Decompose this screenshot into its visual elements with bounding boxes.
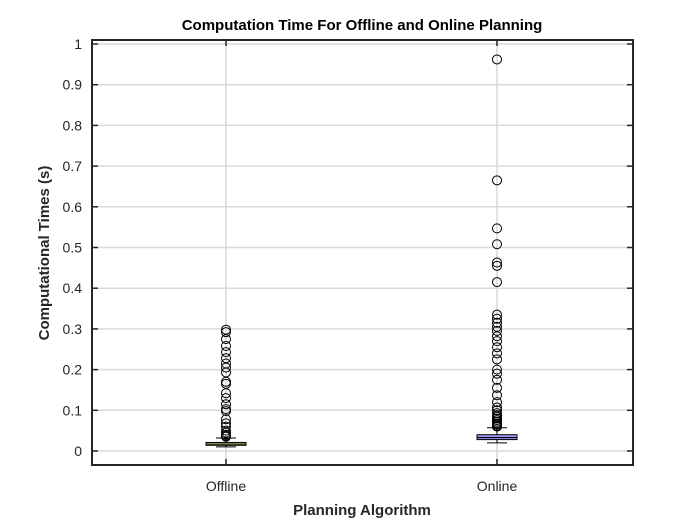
outlier-point [221,347,231,358]
outliers [221,54,502,442]
outlier-point [492,257,502,268]
y-tick-label: 0.3 [63,321,83,337]
outlier-point [492,309,502,320]
outlier-point [492,313,502,324]
outlier-point [221,327,231,338]
outlier-point [221,340,231,351]
outlier-point [221,362,231,373]
y-tick-labels: 0 0.1 0.2 0.3 0.4 0.5 0.6 0.7 0.8 0.9 1 [63,36,83,459]
y-tick-label: 0.1 [63,402,83,418]
boxplots [205,427,518,448]
axis-ticks [92,40,633,465]
outlier-point [221,431,231,442]
outlier-point [492,331,502,342]
y-tick-label: 1 [74,36,82,52]
x-tick-label: Online [477,478,518,494]
outlier-point [492,336,502,347]
outlier-point [492,325,502,336]
grid-lines [92,40,633,465]
outlier-point [492,54,502,65]
y-tick-label: 0.5 [63,240,83,256]
outlier-point [492,342,502,353]
outlier-point [492,223,502,234]
x-tick-label: Offline [206,478,246,494]
outlier-point [492,317,502,328]
outlier-point [221,399,231,410]
y-axis-label: Computational Times (s) [36,166,53,341]
y-tick-label: 0.4 [63,280,83,296]
outlier-point [221,334,231,345]
chart-title: Computation Time For Offline and Online … [182,17,543,34]
outlier-point [492,239,502,250]
outlier-point [492,260,502,271]
x-tick-labels: Offline Online [206,478,518,494]
outlier-point [492,374,502,385]
outlier-point [221,414,231,425]
plot-area [91,39,634,466]
outlier-point [492,175,502,186]
y-tick-label: 0 [74,443,82,459]
outlier-point [492,364,502,375]
x-axis-label: Planning Algorithm [293,502,431,519]
outlier-point [492,390,502,401]
outlier-point [221,406,231,417]
outlier-point [492,368,502,379]
outlier-point [221,393,231,404]
y-tick-label: 0.8 [63,117,83,133]
outlier-point [492,405,502,416]
outlier-point [492,354,502,365]
outlier-point [492,397,502,408]
outlier-point [492,277,502,288]
y-tick-label: 0.2 [63,362,83,378]
outlier-point [221,388,231,399]
outlier-point [492,382,502,393]
outlier-point [492,348,502,359]
boxplot-offline [205,437,247,448]
y-tick-label: 0.6 [63,199,83,215]
y-tick-label: 0.9 [63,77,83,93]
y-tick-label: 0.7 [63,158,83,174]
outlier-point [492,421,502,432]
